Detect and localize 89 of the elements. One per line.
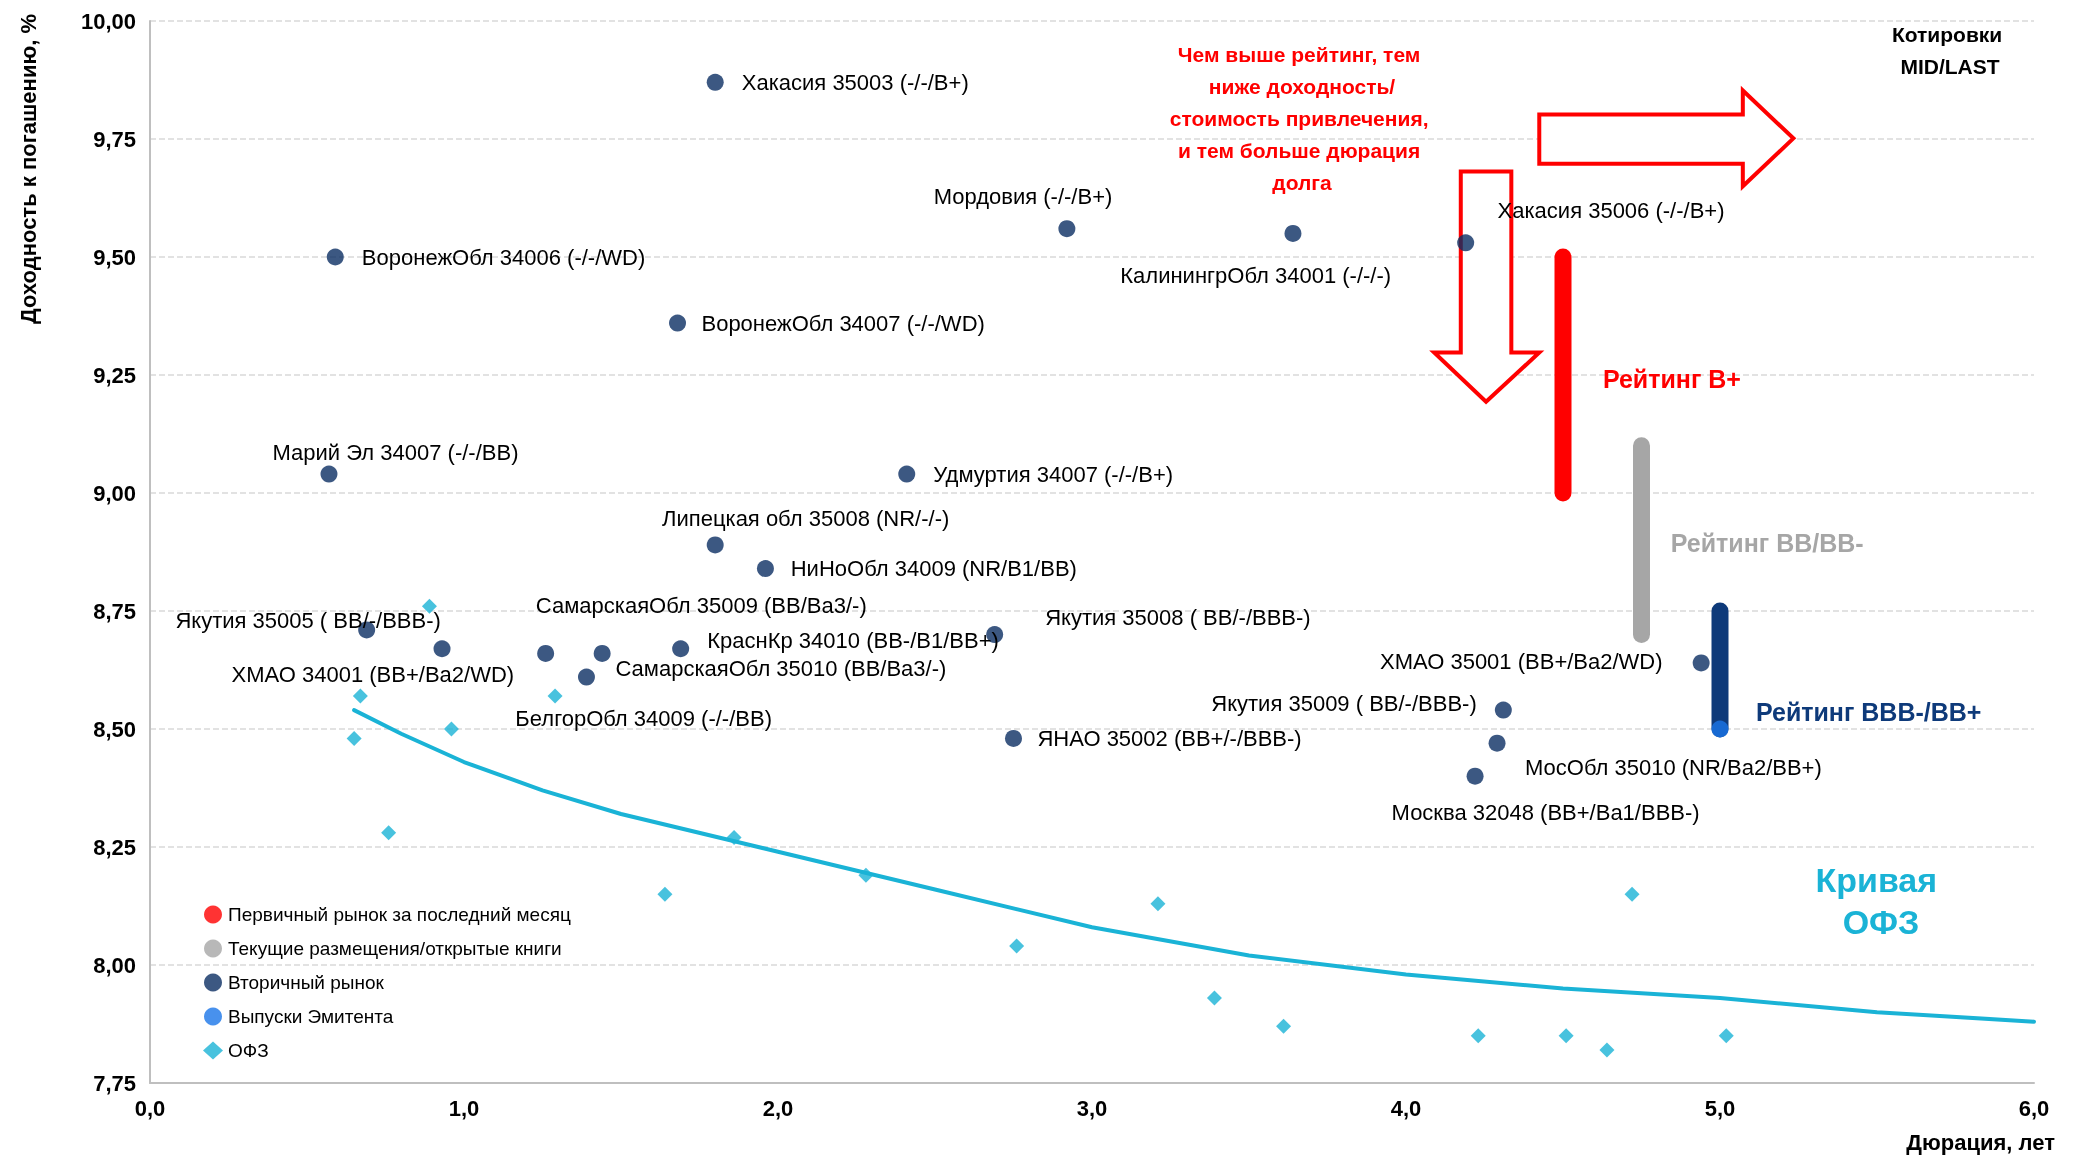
- point: [1488, 734, 1506, 752]
- point: [1284, 224, 1302, 242]
- series-label: Рейтинг B+: [1602, 365, 1741, 394]
- y-tick-label: 9,25: [93, 362, 136, 388]
- x-tick-label: 1,0: [448, 1095, 480, 1121]
- point: [381, 825, 397, 841]
- y-tick-label: 9,75: [93, 126, 136, 152]
- annotation: Мордовия (-/-/B+): [933, 184, 1113, 210]
- annotation: КраснКр 34010 (BB-/B1/BB+): [707, 628, 999, 654]
- y-tick-label: 7,75: [93, 1070, 136, 1096]
- annotation: МосОбл 35010 (NR/Ba2/BB+): [1525, 754, 1822, 780]
- point: [577, 668, 595, 686]
- point: [1470, 1028, 1486, 1044]
- series-label: Рейтинг BB/BB-: [1670, 528, 1864, 557]
- y-axis-title: Доходность к погашению, %: [15, 14, 41, 324]
- point: [1206, 990, 1222, 1006]
- point: [443, 721, 459, 737]
- point: [1150, 896, 1166, 912]
- annotation: Удмуртия 34007 (-/-/B+): [933, 461, 1174, 487]
- point: [1457, 234, 1475, 252]
- point: [1466, 767, 1484, 785]
- annotation: Якутия 35008 ( BB/-/BBB-): [1045, 604, 1311, 630]
- point: [1494, 701, 1512, 719]
- point: [346, 730, 362, 746]
- annotation: Липецкая обл 35008 (NR/-/-): [662, 505, 950, 531]
- annotation: Марий Эл 34007 (-/-/BB): [272, 440, 519, 466]
- series-label: Рейтинг BBB-/BB+: [1755, 698, 1982, 727]
- point: [1276, 1018, 1292, 1034]
- point: [657, 886, 673, 902]
- annotation: ХМАО 35001 (BB+/Ba2/WD): [1380, 649, 1663, 675]
- annotation: СамарскаяОбл 35010 (BB/Ba3/-): [615, 655, 947, 681]
- point: [1624, 886, 1640, 902]
- point: [1058, 220, 1076, 238]
- y-tick-label: 8,25: [93, 834, 136, 860]
- y-tick-label: 8,00: [93, 952, 136, 978]
- point: [326, 248, 344, 266]
- annotation: ВоронежОбл 34007 (-/-/WD): [701, 310, 985, 336]
- annotation: Якутия 35005 ( BB/-/BBB-): [175, 608, 441, 634]
- annotation: Чем выше рейтинг, тем ниже доходность/стоимость привлечения, и тем больше дюрация долга: [1169, 42, 1435, 194]
- legend-label: Вторичный рынок: [228, 972, 385, 993]
- y-tick-label: 8,75: [93, 598, 136, 624]
- legend-label: Первичный рынок за последний месяц: [228, 904, 571, 925]
- x-tick-label: 0,0: [134, 1095, 166, 1121]
- y-tick-label: 8,50: [93, 716, 136, 742]
- point: [593, 644, 611, 662]
- x-tick-label: 3,0: [1076, 1095, 1108, 1121]
- annotation: БелгорОбл 34009 (-/-/BB): [515, 705, 772, 731]
- x-tick-label: 2,0: [762, 1095, 794, 1121]
- point: [669, 314, 687, 332]
- annotation: НиНоОбл 34009 (NR/B1/BB): [790, 556, 1077, 582]
- annotation: ВоронежОбл 34006 (-/-/WD): [361, 244, 646, 270]
- point: [1711, 720, 1729, 738]
- point: [1558, 1028, 1574, 1044]
- point: [726, 830, 742, 846]
- point: [898, 465, 916, 483]
- x-tick-label: 6,0: [2018, 1095, 2050, 1121]
- point: [320, 465, 338, 483]
- point: [672, 640, 690, 658]
- x-axis-title: Дюрация, лет: [1906, 1129, 2056, 1155]
- point: [1599, 1042, 1615, 1058]
- point: [1009, 938, 1025, 954]
- point: [1718, 1028, 1734, 1044]
- annotation: Москва 32048 (BB+/Ba1/BBB-): [1391, 799, 1700, 825]
- legend-label: ОФЗ: [228, 1040, 269, 1061]
- annotation: КалинингрОбл 34001 (-/-/-): [1120, 263, 1392, 289]
- annotation: Якутия 35009 ( BB/-/BBB-): [1211, 690, 1477, 716]
- annotation: СамарскаяОбл 35009 (BB/Ba3/-): [535, 593, 867, 619]
- y-tick-label: 10,00: [80, 8, 136, 34]
- annotation: Котировки MID/LAST: [1891, 22, 2009, 78]
- point: [1005, 729, 1022, 747]
- annotation: ЯНАО 35002 (BB+/-/BBB-): [1037, 725, 1302, 751]
- x-tick-label: 5,0: [1704, 1095, 1736, 1121]
- point: [756, 560, 774, 578]
- legend-label: Текущие размещения/открытые книги: [228, 938, 562, 959]
- series-label: Кривая ОФЗ: [1815, 860, 1947, 941]
- annotation: Хакасия 35003 (-/-/B+): [741, 69, 969, 95]
- point: [352, 688, 368, 704]
- point: [547, 688, 563, 704]
- point: [433, 640, 451, 658]
- annotation: ХМАО 34001 (BB+/Ba2/WD): [231, 661, 515, 687]
- point: [706, 73, 724, 91]
- x-tick-label: 4,0: [1390, 1095, 1422, 1121]
- y-tick-label: 9,50: [93, 244, 136, 270]
- point: [858, 867, 874, 883]
- point: [706, 536, 724, 554]
- point: [1692, 654, 1710, 672]
- point: [537, 644, 555, 662]
- y-tick-label: 9,00: [93, 480, 136, 506]
- legend-label: Выпуски Эмитента: [228, 1006, 394, 1027]
